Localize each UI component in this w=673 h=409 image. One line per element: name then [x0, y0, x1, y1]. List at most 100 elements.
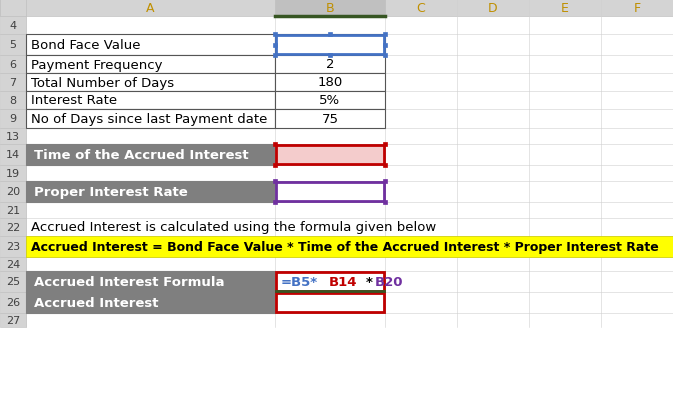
Text: D: D — [488, 2, 498, 15]
Text: F: F — [633, 2, 641, 15]
Bar — [0, 129, 673, 145]
Bar — [26, 74, 275, 92]
Text: *: * — [365, 275, 373, 288]
Bar — [0, 74, 26, 92]
Bar — [276, 182, 384, 202]
Bar — [276, 146, 384, 164]
Text: Rs. 71,000: Rs. 71,000 — [295, 39, 365, 52]
Bar — [383, 180, 387, 184]
Bar — [26, 271, 275, 292]
Bar — [0, 313, 673, 327]
Text: 2: 2 — [326, 58, 334, 71]
Bar — [0, 218, 26, 236]
Bar — [383, 164, 387, 168]
Bar — [0, 166, 673, 182]
Bar — [0, 292, 673, 313]
Bar — [328, 33, 332, 37]
Text: Accrued Interest = Bond Face Value * Time of the Accrued Interest * Proper Inter: Accrued Interest = Bond Face Value * Tim… — [31, 240, 659, 254]
Text: Time of the Accrued Interest: Time of the Accrued Interest — [34, 148, 248, 162]
Bar — [275, 271, 385, 292]
Bar — [273, 164, 277, 168]
Bar — [275, 56, 385, 74]
Bar — [0, 110, 26, 129]
Bar — [383, 44, 387, 48]
Bar — [26, 182, 275, 202]
Bar — [0, 182, 673, 202]
Bar — [26, 145, 275, 166]
Bar — [0, 35, 26, 56]
Text: C: C — [417, 2, 425, 15]
Text: Accrued Interest: Accrued Interest — [34, 296, 159, 309]
Bar — [0, 292, 26, 313]
Text: 5: 5 — [9, 40, 17, 50]
Bar — [383, 143, 387, 147]
Bar — [0, 74, 673, 92]
Bar — [276, 293, 384, 312]
Bar — [0, 17, 26, 35]
Bar — [275, 74, 385, 92]
Text: 20: 20 — [6, 187, 20, 197]
Text: 0.417: 0.417 — [308, 185, 352, 199]
Bar — [383, 54, 387, 58]
Text: 21: 21 — [6, 205, 20, 216]
Bar — [273, 180, 277, 184]
Text: 9: 9 — [9, 114, 17, 124]
Bar — [275, 110, 385, 129]
Text: =B5*: =B5* — [281, 275, 318, 288]
Bar — [0, 202, 673, 218]
Text: A: A — [146, 2, 155, 15]
Text: 19: 19 — [6, 169, 20, 179]
Bar — [275, 182, 385, 202]
Bar — [26, 110, 275, 129]
Text: 75: 75 — [322, 113, 339, 126]
Text: No of Days since last Payment date: No of Days since last Payment date — [31, 113, 267, 126]
Bar — [0, 17, 673, 35]
Text: Bond Face Value: Bond Face Value — [31, 39, 141, 52]
Bar — [0, 236, 26, 257]
Bar — [328, 54, 332, 58]
Text: 8: 8 — [9, 96, 17, 106]
Bar — [0, 166, 26, 182]
Text: 26: 26 — [6, 298, 20, 308]
Text: 27: 27 — [6, 315, 20, 325]
Bar — [273, 33, 277, 37]
Text: 22: 22 — [6, 222, 20, 232]
Text: 5%: 5% — [320, 94, 341, 107]
Bar — [0, 257, 673, 271]
Bar — [275, 292, 385, 313]
Bar — [383, 33, 387, 37]
Bar — [0, 182, 26, 202]
Bar — [0, 110, 673, 129]
Bar — [273, 54, 277, 58]
Text: 6: 6 — [9, 60, 17, 70]
Bar — [0, 0, 26, 17]
Bar — [383, 200, 387, 204]
Text: 4: 4 — [9, 21, 17, 31]
Text: 180: 180 — [318, 76, 343, 89]
Bar — [0, 0, 673, 17]
Text: 7: 7 — [9, 78, 17, 88]
Bar — [273, 44, 277, 48]
Bar — [275, 35, 385, 56]
Text: B20: B20 — [375, 275, 403, 288]
Bar — [0, 202, 26, 218]
Text: Accrued Interest Formula: Accrued Interest Formula — [34, 275, 225, 288]
Bar — [273, 200, 277, 204]
Text: 0.025: 0.025 — [308, 148, 352, 162]
Bar — [0, 56, 26, 74]
Bar — [0, 145, 673, 166]
Text: 25: 25 — [6, 277, 20, 287]
Bar — [275, 145, 385, 166]
Text: Proper Interest Rate: Proper Interest Rate — [34, 186, 188, 198]
Bar — [275, 92, 385, 110]
Text: Accrued Interest is calculated using the formula given below: Accrued Interest is calculated using the… — [31, 221, 436, 234]
Bar — [26, 56, 275, 74]
Bar — [276, 36, 384, 55]
Bar — [0, 218, 673, 236]
Bar — [275, 0, 385, 17]
Bar — [26, 35, 275, 56]
Bar — [0, 129, 26, 145]
Bar — [0, 35, 673, 56]
Text: 24: 24 — [6, 259, 20, 270]
Bar — [0, 271, 673, 292]
